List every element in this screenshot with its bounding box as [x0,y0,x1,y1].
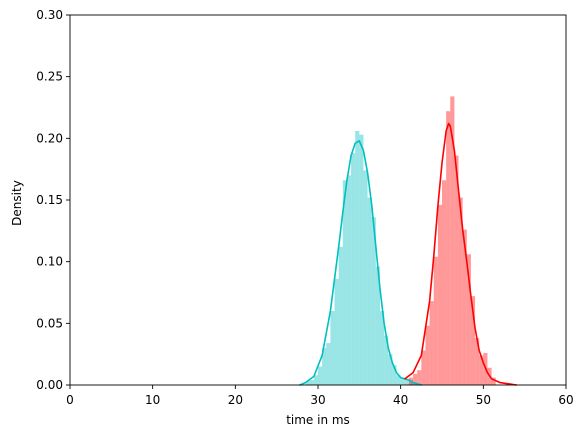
x-axis-label: time in ms [286,413,350,427]
series-0-histogram-bar [305,381,310,385]
series-0-histogram-bar [313,375,318,385]
series-0-histogram-bar [346,175,352,385]
series-0-histogram-bar [371,217,376,385]
series-0-histogram-bar [326,343,331,385]
series-0-histogram-bar [338,246,343,385]
series-1-histogram-bar [429,301,434,385]
series-1-histogram-bar [425,325,430,385]
y-axis: 0.00 0.05 0.10 0.15 0.20 0.25 0.30 [36,8,70,392]
series-1-histogram-bar [470,296,476,385]
series-0-histogram-bar [355,130,360,385]
y-tick-label: 0.05 [36,316,63,330]
series-1-histogram-bar [433,256,438,385]
x-tick-label: 10 [145,393,160,407]
series-0-histogram-bar [388,354,393,385]
y-tick-label: 0.15 [36,193,63,207]
series-0-histogram-bar [363,170,368,385]
y-tick-label: 0.20 [36,131,63,145]
x-tick-label: 30 [310,393,325,407]
series-0-histogram-bar [359,134,364,385]
series-1-histogram [408,96,496,386]
x-tick-label: 20 [228,393,243,407]
series-0-histogram-bar [334,278,339,385]
series-0-histogram-bar [322,348,327,385]
axes-layer: 0 10 20 30 40 50 60 0.00 0.05 0.10 0.15 0.20 0.25 0.3… [36,8,573,407]
x-tick-label: 40 [393,393,408,407]
series-0-kde-curve [299,140,423,386]
series-0-histogram-bar [318,366,323,385]
axes-frame [69,14,567,386]
series-0-histogram-bar [384,335,389,385]
series-1-histogram-bar [437,204,442,385]
series-1-kde-curve [403,122,518,386]
y-tick-label: 0.25 [36,70,63,84]
x-axis: 0 10 20 30 40 50 60 [66,385,574,407]
x-tick-label: 50 [476,393,491,407]
series-1-histogram-bar [479,355,484,385]
series-1-histogram-bar [446,111,451,385]
series-0-histogram-bar [380,311,385,385]
series-0-histogram-bar [309,380,314,385]
series-0-histogram-bar [375,266,380,385]
series-1-histogram-bar [462,229,467,385]
plot-layer [299,96,518,386]
series-0-histogram-bar [396,375,401,385]
series-1-histogram-bar [413,373,418,385]
x-tick-label: 0 [66,393,74,407]
series-0-histogram-bar [392,365,397,385]
series-0-histogram-bar [367,197,372,385]
series-0-histogram-bar [408,380,414,385]
series-0-histogram-bar [351,153,356,385]
y-axis-label: Density [10,180,24,226]
series-1-histogram-bar [442,180,447,385]
series-0-histogram [305,130,422,385]
series-1-histogram-bar [466,254,471,385]
series-1-histogram-bar [417,370,422,385]
series-1-histogram-bar [450,96,455,386]
y-tick-label: 0.30 [36,8,63,22]
series-1-histogram-bar [491,377,496,385]
series-1-histogram-bar [454,155,459,385]
series-0-histogram-bar [342,180,347,385]
series-0-histogram-bar [400,377,405,385]
series-0-histogram-bar [404,380,409,385]
series-1-histogram-bar [421,350,426,385]
series-0-histogram-bar [330,311,335,385]
series-1-histogram-bar [458,197,463,385]
y-tick-label: 0.10 [36,255,63,269]
series-1-histogram-bar [475,338,480,385]
x-tick-label: 60 [558,393,573,407]
y-tick-label: 0.00 [36,378,63,392]
